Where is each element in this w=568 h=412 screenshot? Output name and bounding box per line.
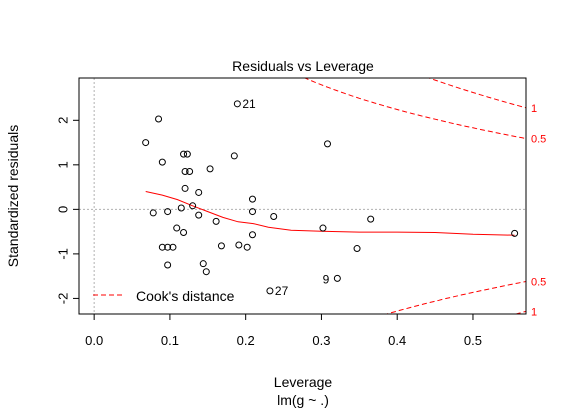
cooks-contour-label: 0.5 xyxy=(531,276,546,288)
data-point xyxy=(158,243,166,251)
data-point xyxy=(177,204,185,212)
cooks-contour-label: 0.5 xyxy=(531,134,546,146)
y-tick-label: 2 xyxy=(56,117,71,124)
data-point xyxy=(158,158,166,166)
data-point xyxy=(164,243,172,251)
data-point xyxy=(181,184,189,192)
data-point xyxy=(181,168,189,176)
data-point xyxy=(230,152,238,160)
data-point xyxy=(319,224,327,232)
cooks-distance-contour xyxy=(514,310,526,314)
data-point xyxy=(169,243,177,251)
data-point xyxy=(248,195,256,203)
data-point xyxy=(180,229,188,237)
data-point xyxy=(217,242,225,250)
x-axis-sublabel: lm(g ~ .) xyxy=(277,392,329,408)
data-point xyxy=(367,215,375,223)
data-point xyxy=(183,150,191,158)
plot-frame xyxy=(78,77,527,315)
data-point xyxy=(333,274,341,282)
smoother-line xyxy=(145,191,515,236)
chart-title: Residuals vs Leverage xyxy=(232,58,374,74)
point-label: 27 xyxy=(275,284,289,298)
x-tick-label: 0.1 xyxy=(161,333,179,348)
data-point xyxy=(206,165,214,173)
y-tick-label: 0 xyxy=(56,206,71,213)
data-point xyxy=(248,231,256,239)
y-axis-label: Standardized residuals xyxy=(5,125,21,267)
cooks-contour-label: 1 xyxy=(531,103,537,115)
data-point xyxy=(195,188,203,196)
cooks-contour-label: 1 xyxy=(531,306,537,318)
y-tick-label: -2 xyxy=(56,293,71,305)
data-point xyxy=(202,268,210,276)
data-point xyxy=(248,208,256,216)
data-point xyxy=(173,224,181,232)
x-tick-label: 0.2 xyxy=(237,333,255,348)
data-point xyxy=(180,150,188,158)
point-label: 21 xyxy=(242,97,256,111)
x-tick-label: 0.4 xyxy=(388,333,406,348)
cooks-distance-contour xyxy=(303,78,526,140)
x-tick-label: 0.3 xyxy=(312,333,330,348)
data-point xyxy=(164,261,172,269)
x-tick-label: 0.0 xyxy=(85,333,103,348)
data-point xyxy=(186,168,194,176)
data-point xyxy=(199,260,207,268)
point-label: 9 xyxy=(323,272,330,286)
data-point xyxy=(233,100,241,108)
data-point xyxy=(266,287,274,295)
data-point xyxy=(243,243,251,251)
data-point xyxy=(164,208,172,216)
data-point xyxy=(149,209,157,217)
legend-label: Cook's distance xyxy=(136,288,235,304)
data-point xyxy=(353,245,361,253)
data-point xyxy=(270,212,278,220)
legend: Cook's distance xyxy=(93,288,235,304)
y-tick-label: 1 xyxy=(56,161,71,168)
data-point xyxy=(235,241,243,249)
data-point xyxy=(195,211,203,219)
cooks-distance-contour xyxy=(427,78,526,109)
data-point xyxy=(142,139,150,147)
data-point xyxy=(511,229,519,237)
data-point xyxy=(212,217,220,225)
data-point xyxy=(324,140,332,148)
x-axis-label: Leverage xyxy=(274,374,333,390)
x-tick-label: 0.5 xyxy=(464,333,482,348)
data-point xyxy=(155,115,163,123)
y-tick-label: -1 xyxy=(56,248,71,260)
data-point xyxy=(189,202,197,210)
